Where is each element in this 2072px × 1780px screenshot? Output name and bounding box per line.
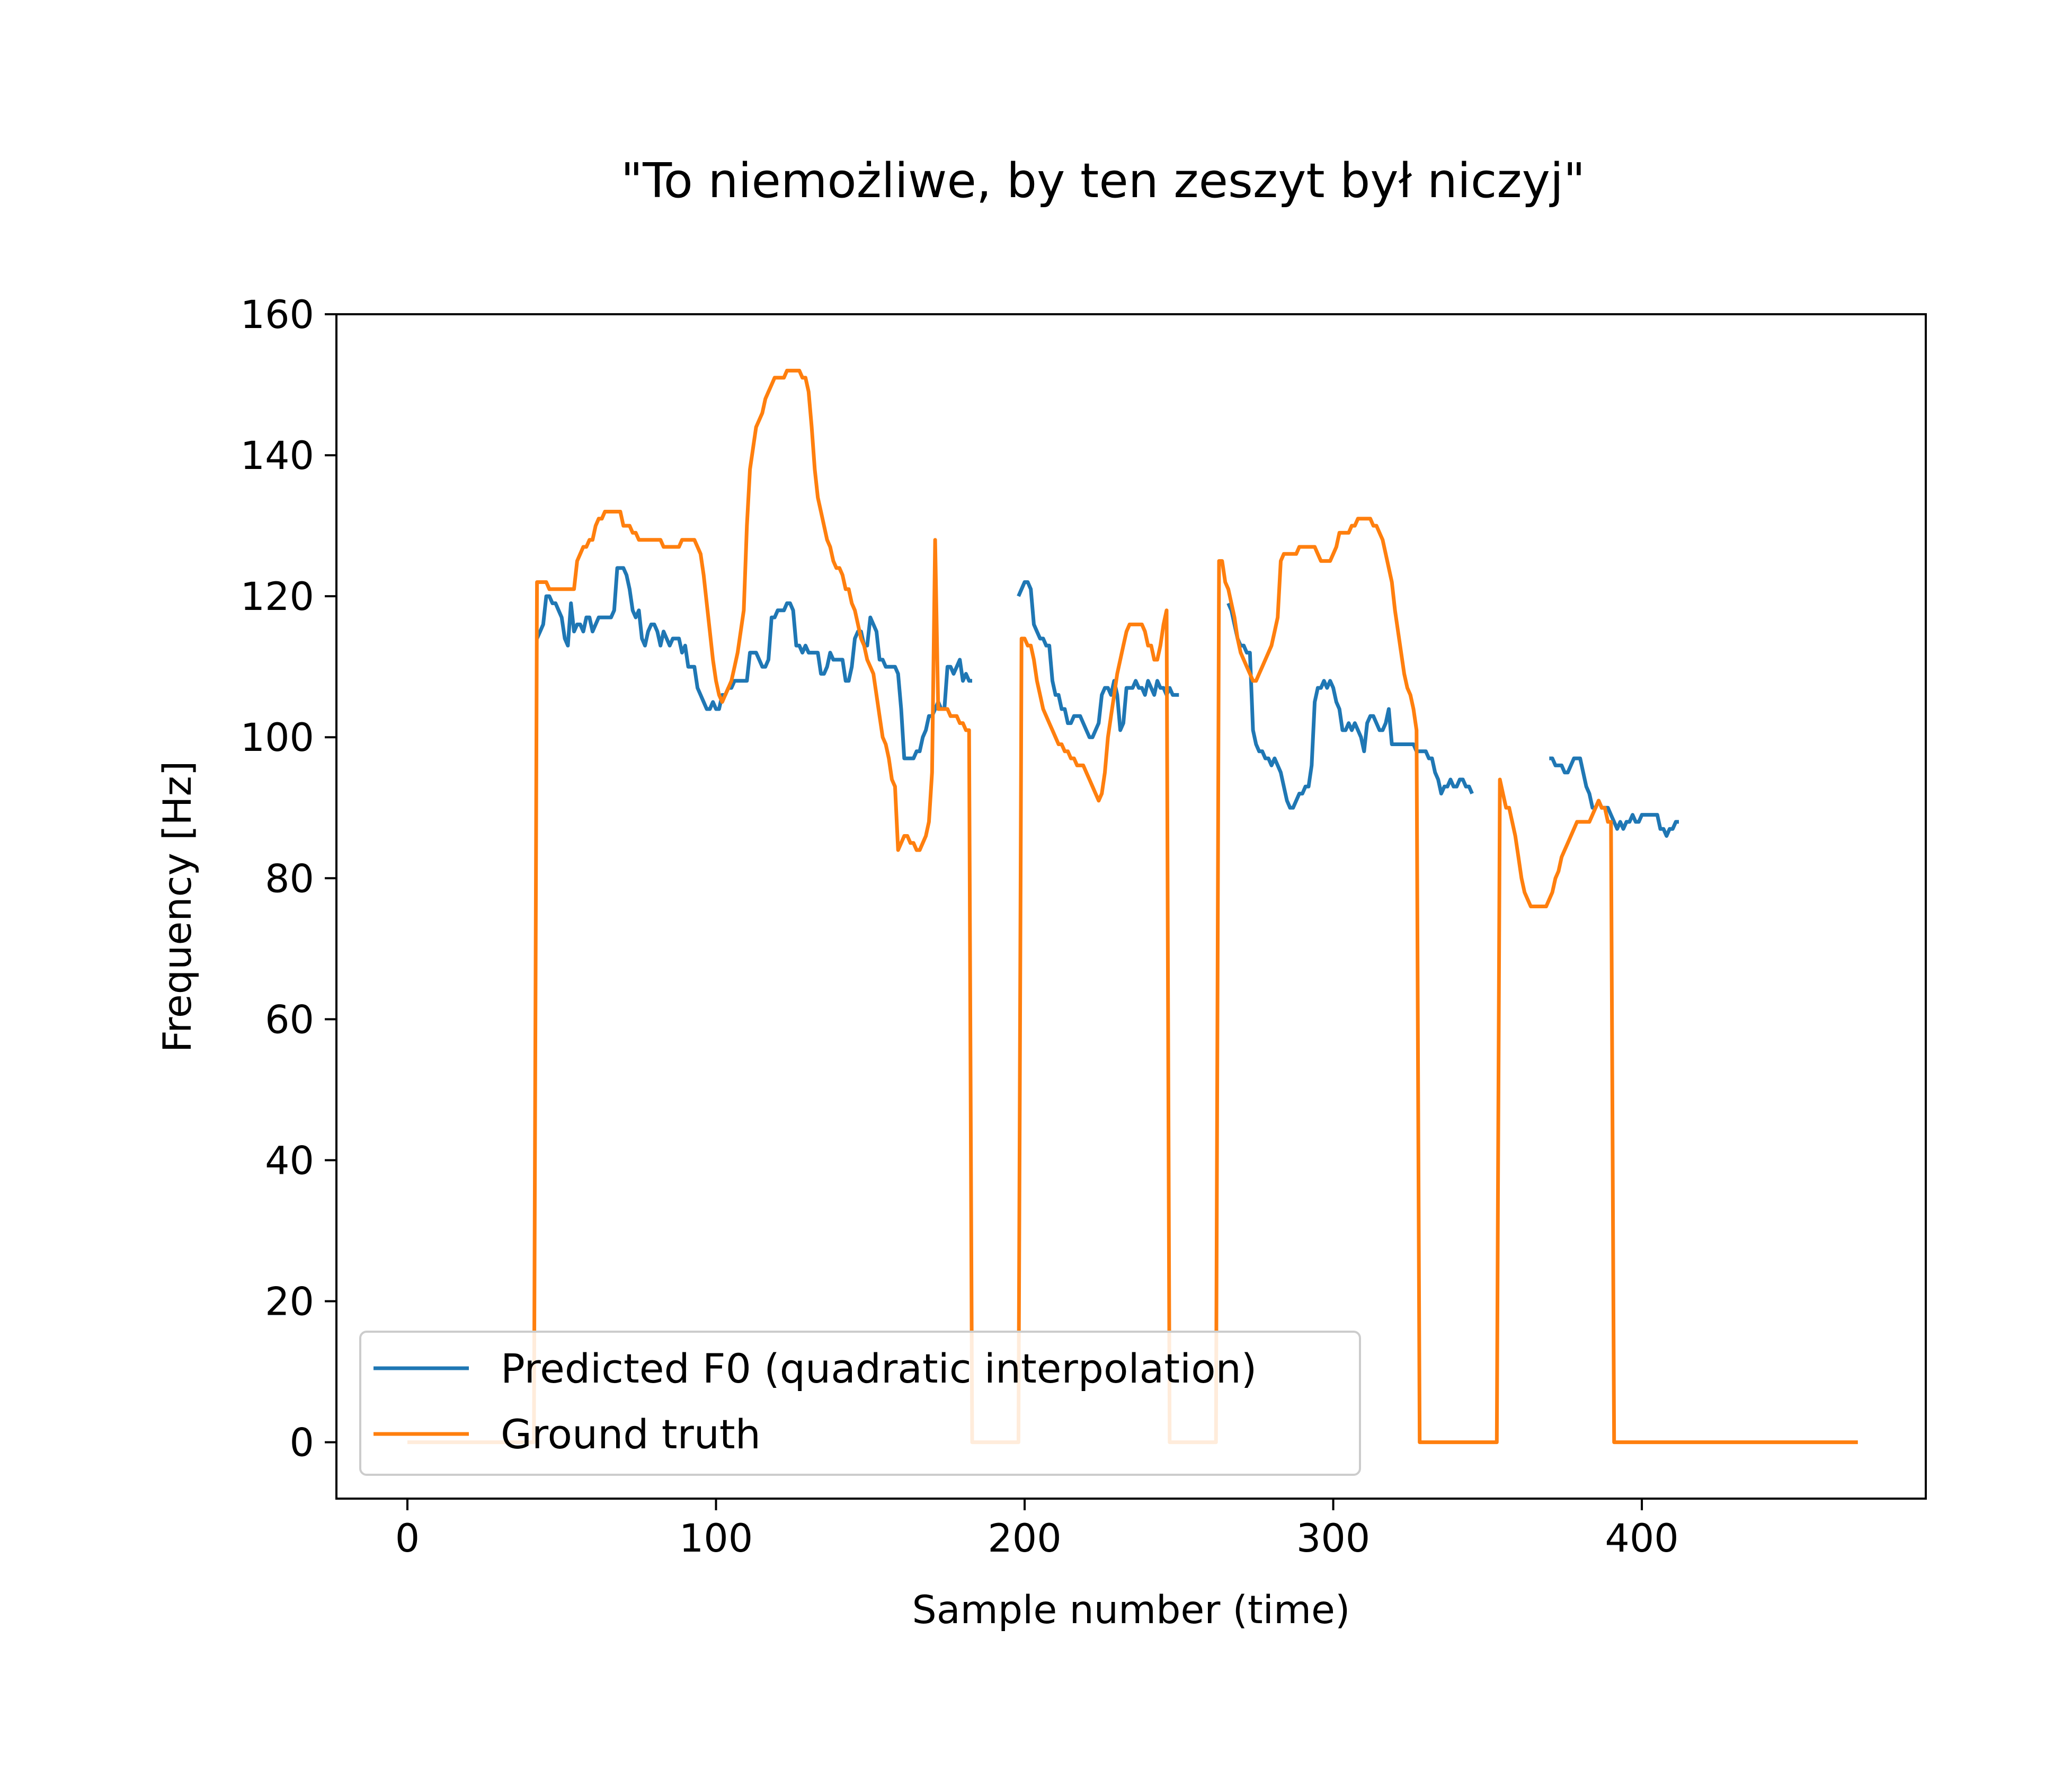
y-tick-label: 140: [241, 433, 314, 479]
x-tick-label: 300: [1296, 1516, 1370, 1561]
series-line-predicted-3: [1549, 756, 1679, 838]
y-tick-label: 40: [265, 1138, 314, 1183]
y-tick-label: 60: [265, 997, 314, 1042]
y-tick-label: 80: [265, 856, 314, 901]
y-tick-label: 100: [241, 715, 314, 760]
plot-area: 0 100 200 300 400 0 20 40 60 80 100 120 140 160: [241, 293, 1927, 1561]
x-tick-label: 0: [395, 1516, 420, 1561]
series-line-predicted-0: [535, 566, 972, 760]
legend: Predicted F0 (quadratic interpolation) G…: [359, 1331, 1361, 1476]
legend-box: [359, 1331, 1361, 1476]
y-axis-label: Frequency [Hz]: [155, 761, 200, 1053]
series-line-ground-truth-0: [407, 368, 1858, 1445]
x-tick-label: 100: [679, 1516, 753, 1561]
series-line-predicted-1: [1017, 580, 1179, 739]
x-tick-label: 400: [1605, 1516, 1678, 1561]
x-axis: 0 100 200 300 400: [395, 1499, 1679, 1561]
y-axis: 0 20 40 60 80 100 120 140 160: [241, 293, 336, 1466]
series-line-predicted-2: [1226, 603, 1474, 810]
axes-frame: [335, 313, 1927, 1500]
x-axis-label: Sample number (time): [912, 1588, 1350, 1633]
series-layer: [407, 368, 1858, 1445]
chart-title: "To niemożliwe, by ten zeszyt był niczyj…: [621, 153, 1586, 209]
x-tick-label: 200: [988, 1516, 1061, 1561]
y-tick-label: 20: [265, 1280, 314, 1325]
y-tick-label: 120: [241, 574, 314, 619]
legend-label-predicted: Predicted F0 (quadratic interpolation): [501, 1345, 1257, 1392]
legend-label-ground-truth: Ground truth: [501, 1411, 761, 1458]
y-tick-label: 0: [290, 1421, 314, 1466]
y-tick-label: 160: [241, 293, 314, 338]
